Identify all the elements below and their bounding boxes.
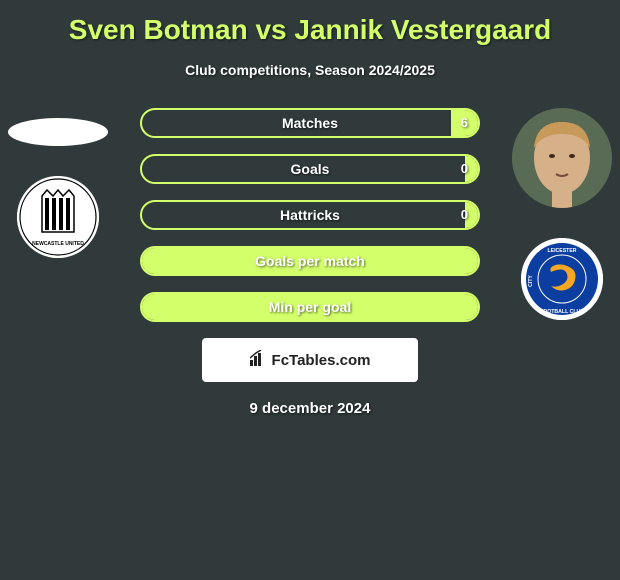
player-face-icon bbox=[512, 108, 612, 208]
svg-text:NEWCASTLE UNITED: NEWCASTLE UNITED bbox=[32, 241, 84, 247]
stat-label: Hattricks bbox=[142, 202, 478, 228]
stat-row-hattricks: Hattricks 0 bbox=[140, 200, 480, 230]
comparison-container: Sven Botman vs Jannik Vestergaard Club c… bbox=[0, 0, 620, 580]
page-subtitle: Club competitions, Season 2024/2025 bbox=[0, 62, 620, 78]
club-badge-right: LEICESTER FOOTBALL CLUB CITY bbox=[521, 238, 603, 320]
stat-value-right: 0 bbox=[461, 156, 468, 182]
fctables-logo: FcTables.com bbox=[202, 338, 418, 382]
stat-label: Matches bbox=[142, 110, 478, 136]
svg-text:CITY: CITY bbox=[528, 275, 534, 287]
stat-row-mpg: Min per goal bbox=[140, 292, 480, 322]
stat-row-goals: Goals 0 bbox=[140, 154, 480, 184]
stat-label: Min per goal bbox=[142, 294, 478, 320]
stat-value-right: 0 bbox=[461, 202, 468, 228]
player-right-photo bbox=[512, 108, 612, 208]
stat-label: Goals per match bbox=[142, 248, 478, 274]
stat-bars: Matches 6 Goals 0 Hattricks 0 bbox=[140, 108, 480, 322]
player-left-column: NEWCASTLE UNITED bbox=[8, 108, 108, 258]
date-text: 9 december 2024 bbox=[0, 400, 620, 417]
stat-label: Goals bbox=[142, 156, 478, 182]
leicester-crest-icon: LEICESTER FOOTBALL CLUB CITY bbox=[521, 238, 603, 320]
newcastle-crest-icon: NEWCASTLE UNITED bbox=[17, 176, 99, 258]
logo-text: FcTables.com bbox=[272, 352, 371, 369]
club-badge-left: NEWCASTLE UNITED bbox=[17, 176, 99, 258]
svg-text:LEICESTER: LEICESTER bbox=[547, 248, 576, 254]
page-title: Sven Botman vs Jannik Vestergaard bbox=[0, 0, 620, 46]
stats-area: NEWCASTLE UNITED bbox=[0, 108, 620, 417]
stat-value-right: 6 bbox=[461, 110, 468, 136]
stat-row-matches: Matches 6 bbox=[140, 108, 480, 138]
player-right-column: LEICESTER FOOTBALL CLUB CITY bbox=[512, 108, 612, 320]
stat-row-gpm: Goals per match bbox=[140, 246, 480, 276]
player-left-photo bbox=[8, 118, 108, 146]
bar-chart-icon bbox=[250, 350, 268, 370]
svg-text:FOOTBALL CLUB: FOOTBALL CLUB bbox=[540, 309, 584, 315]
